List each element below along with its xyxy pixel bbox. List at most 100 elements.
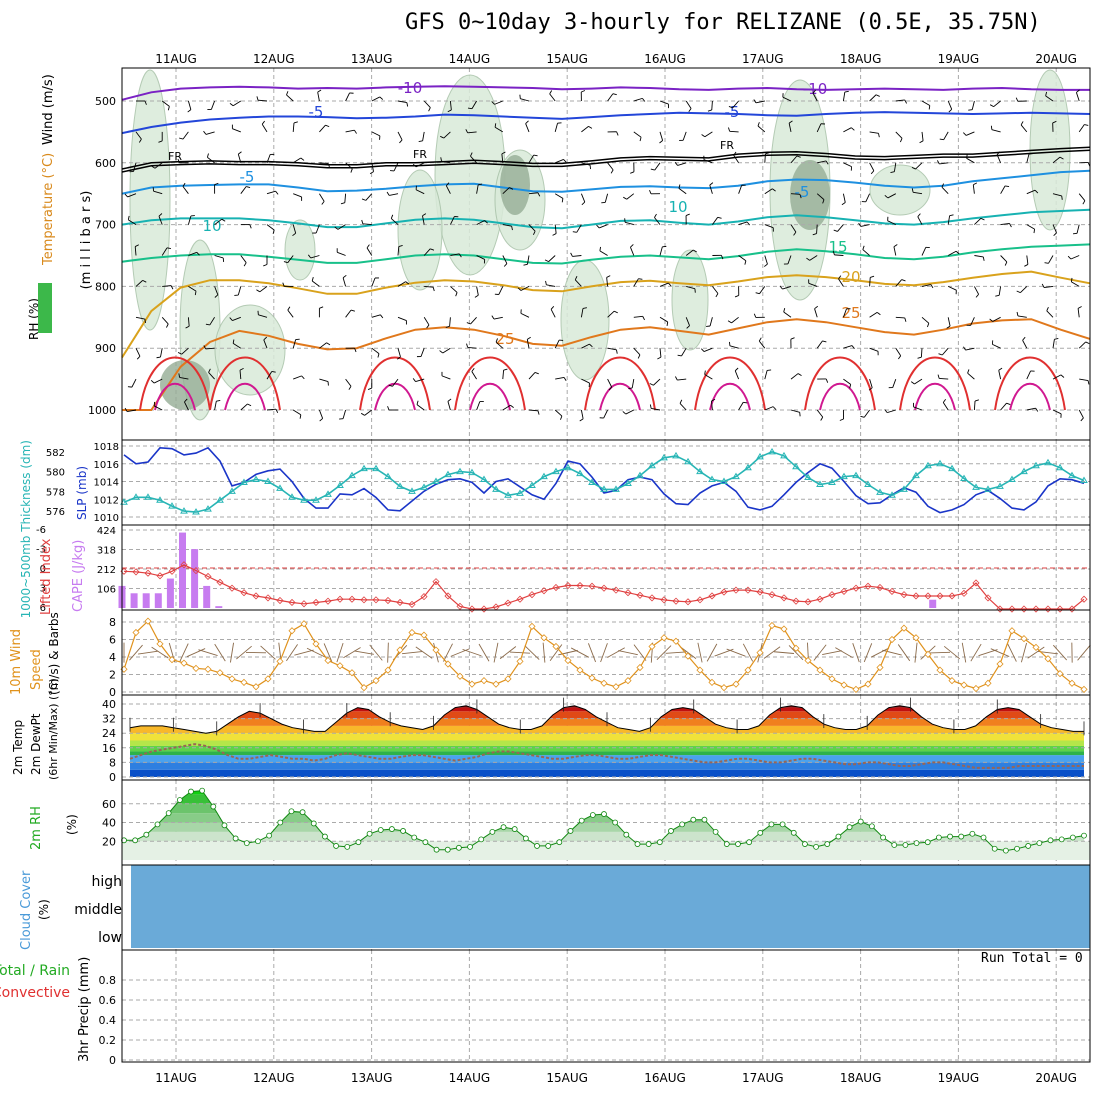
wind-barb <box>599 225 607 228</box>
wind-barb-flag <box>262 121 264 124</box>
wind-barb <box>710 185 713 194</box>
wind-barb <box>494 101 502 104</box>
surface-wind-barb <box>1021 643 1026 662</box>
wind-barb-flag <box>467 344 468 348</box>
isotherm--5 <box>122 112 1090 133</box>
wind-barb <box>739 402 744 410</box>
temp-color-band <box>122 741 1090 746</box>
wind-barb <box>346 130 355 132</box>
wind-barb-flag <box>851 128 854 131</box>
wind-barb-flag <box>560 416 561 420</box>
temp-color-band <box>122 711 1090 718</box>
wind-barb <box>293 194 301 197</box>
wind-barb <box>346 310 351 317</box>
wind-barb <box>972 101 974 110</box>
surface-wind-barb <box>814 645 826 661</box>
wind-barb <box>758 126 765 132</box>
axis-label-precip-convective: Convective <box>0 985 70 1001</box>
axis-label-temp-2m: 2m Temp <box>11 720 25 775</box>
wind-barb <box>712 286 718 293</box>
wind-barb <box>258 100 267 101</box>
wind-barb <box>293 376 301 379</box>
surface-wind-barb <box>930 652 950 653</box>
wind-barb <box>922 247 926 255</box>
wind-barb <box>471 317 477 324</box>
wind-barb-flag <box>312 277 313 281</box>
wind-barb <box>682 348 687 356</box>
wind-barb-flag <box>524 264 528 265</box>
wind-barb <box>660 348 661 357</box>
wind-barb-flag <box>433 287 434 291</box>
wind-barb <box>555 340 559 348</box>
rh-2m-marker <box>1048 838 1053 843</box>
wind-barb-flag <box>1083 201 1085 204</box>
axis-label-precip: 3hr Precip (mm) <box>77 957 92 1062</box>
wind-barb-flag <box>273 230 274 234</box>
wind-barb-flag <box>391 215 392 219</box>
axis-label-precip-total: Total / Rain <box>0 963 70 979</box>
wind-barb <box>870 277 871 286</box>
wind-barb <box>967 158 975 163</box>
wind-barb-flag <box>1010 224 1012 228</box>
rh-2m-marker <box>367 831 372 836</box>
cape-tick-label: 212 <box>97 565 116 576</box>
rh-2m-marker <box>345 844 350 849</box>
wind-barb <box>968 373 975 379</box>
surface-wind-barb <box>510 652 530 653</box>
surface-wind-barb <box>853 643 860 662</box>
wind-barb <box>477 286 479 295</box>
wind-barb <box>1077 225 1079 234</box>
wind-barb <box>866 194 870 202</box>
wind-barb-flag <box>222 219 225 221</box>
rh-2m-marker <box>579 818 584 823</box>
wind-barb-flag <box>294 122 298 123</box>
cape-tick-label: 424 <box>97 526 116 537</box>
wind-barb <box>393 379 398 386</box>
wind-barb-flag <box>325 125 329 126</box>
rh-2m-marker <box>557 840 562 845</box>
temp-color-band <box>122 751 1090 755</box>
rh-shading-region <box>870 165 930 215</box>
cape-bar <box>131 593 138 608</box>
wind-barb <box>896 317 905 318</box>
wind-barb-flag <box>1088 381 1089 385</box>
wind-barb <box>398 247 399 256</box>
rh-2m-marker <box>1026 843 1031 848</box>
wind-barb-flag <box>649 190 651 194</box>
rh-tick-label: 40 <box>102 817 116 830</box>
wind-speed-marker <box>853 686 859 692</box>
date-label-top: 17AUG <box>742 52 784 66</box>
wind-barb <box>529 372 535 379</box>
temp-tick-label: 32 <box>102 713 116 726</box>
wind-barb-flag <box>611 170 613 173</box>
wind-barb <box>1001 186 1006 194</box>
slp-tick-label: 1014 <box>94 478 119 489</box>
wind-barb <box>893 379 896 387</box>
wind-barb-flag <box>918 357 922 358</box>
wind-barb <box>660 317 668 322</box>
wind-barb-flag <box>263 265 267 266</box>
wind-barb-flag <box>791 338 795 340</box>
rh-2m-marker <box>434 847 439 852</box>
wind-barb-flag <box>378 354 379 358</box>
wind-barb-flag <box>743 402 747 403</box>
surface-wind-barb <box>607 648 624 658</box>
rh-2m-marker <box>802 842 807 847</box>
rh-2m-marker <box>144 832 149 837</box>
date-label-bottom: 16AUG <box>644 1071 686 1085</box>
wind-barb <box>916 163 922 169</box>
date-label-bottom: 17AUG <box>742 1071 784 1085</box>
wind-barb <box>1047 311 1053 317</box>
rh-tick-label: 60 <box>102 798 116 811</box>
wind-barb-flag <box>207 154 208 158</box>
wind-barb-flag <box>718 217 722 218</box>
wind-barb-flag <box>822 341 826 342</box>
rh-2m-marker <box>758 830 763 835</box>
rh-2m-marker <box>512 827 517 832</box>
wind-barb <box>817 225 818 234</box>
wind-barb-flag <box>638 279 642 280</box>
date-label-top: 19AUG <box>938 52 980 66</box>
rh-2m-marker <box>713 829 718 834</box>
rh-shading-region <box>561 260 609 380</box>
wind-barb-flag <box>581 90 585 92</box>
